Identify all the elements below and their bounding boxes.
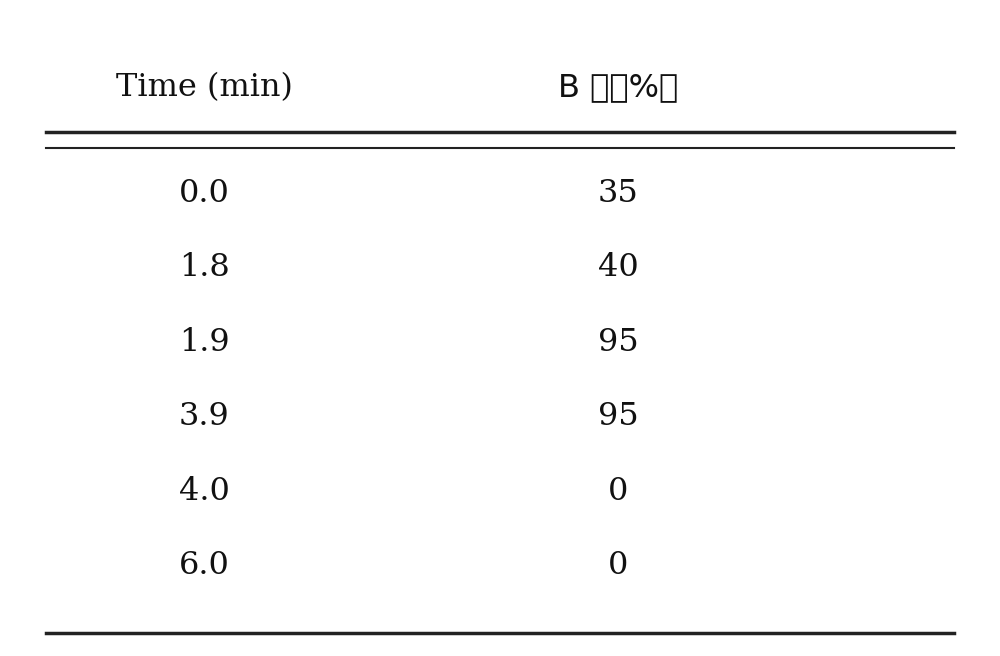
Text: 3.9: 3.9 <box>179 401 230 432</box>
Text: 0: 0 <box>608 476 629 506</box>
Text: Time (min): Time (min) <box>116 72 293 103</box>
Text: 35: 35 <box>598 178 639 209</box>
Text: 6.0: 6.0 <box>179 550 230 581</box>
Text: 4.0: 4.0 <box>179 476 230 506</box>
Text: B 相（%）: B 相（%） <box>558 72 678 103</box>
Text: 0: 0 <box>608 550 629 581</box>
Text: 0.0: 0.0 <box>179 178 230 209</box>
Text: 40: 40 <box>598 252 639 283</box>
Text: 95: 95 <box>598 401 639 432</box>
Text: 1.9: 1.9 <box>179 327 229 358</box>
Text: 95: 95 <box>598 327 639 358</box>
Text: 1.8: 1.8 <box>179 252 230 283</box>
